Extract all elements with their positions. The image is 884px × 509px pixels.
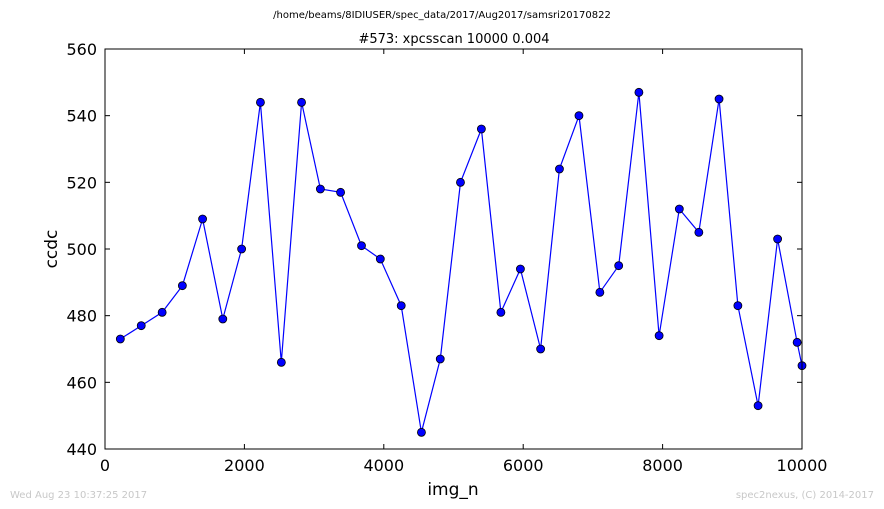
series-group	[115, 87, 807, 437]
data-point	[574, 111, 584, 121]
chart-title: #573: xpcsscan 10000 0.004	[358, 32, 549, 47]
footer-credit: spec2nexus, (C) 2014-2017	[736, 490, 874, 501]
y-axis-label: ccdc	[42, 230, 62, 269]
data-point	[496, 307, 506, 317]
series-line	[119, 92, 803, 433]
x-tick-label: 2000	[224, 456, 265, 475]
x-axis: 0 2000 4000 6000 8000 10000	[100, 49, 828, 475]
data-point	[476, 124, 486, 134]
data-point	[297, 97, 306, 107]
y-tick-label: 520	[66, 173, 97, 192]
y-tick-label: 540	[66, 107, 97, 126]
data-point	[396, 301, 406, 311]
data-point	[694, 227, 704, 237]
y-tick-label: 480	[66, 307, 97, 326]
data-point	[276, 357, 286, 367]
x-tick-label: 4000	[363, 456, 404, 475]
data-point	[654, 331, 664, 341]
data-point	[753, 401, 763, 411]
y-tick-label: 500	[66, 240, 97, 259]
y-tick-label: 560	[66, 40, 97, 59]
x-tick-label: 10000	[777, 456, 828, 475]
x-tick-label: 8000	[642, 456, 683, 475]
y-tick-label: 460	[66, 373, 97, 392]
data-point	[555, 164, 564, 174]
chart-suptitle: /home/beams/8IDIUSER/spec_data/2017/Aug2…	[273, 10, 611, 21]
data-point	[595, 287, 605, 297]
data-point	[157, 307, 167, 317]
data-point	[375, 254, 385, 264]
data-point	[714, 94, 724, 104]
data-point	[417, 427, 426, 437]
data-point	[256, 97, 265, 107]
y-tick-label: 440	[66, 440, 97, 459]
data-point	[773, 234, 783, 244]
data-point	[674, 204, 684, 214]
footer-timestamp: Wed Aug 23 10:37:25 2017	[10, 490, 147, 501]
data-point	[336, 187, 345, 197]
x-axis-label: img_n	[427, 480, 478, 500]
data-point	[634, 87, 644, 97]
data-point	[315, 184, 325, 194]
data-point	[115, 334, 125, 344]
data-point	[237, 244, 247, 254]
data-point	[435, 354, 445, 364]
data-point	[456, 177, 465, 187]
data-point	[536, 344, 546, 354]
y-axis: 440 460 480 500 520 540 560	[66, 40, 802, 459]
x-tick-label: 6000	[503, 456, 544, 475]
x-tick-label: 0	[100, 456, 110, 475]
data-point	[792, 337, 802, 347]
plot-area	[105, 49, 802, 449]
data-point	[614, 261, 624, 271]
data-point	[516, 264, 525, 274]
data-point	[357, 241, 366, 251]
data-point	[136, 321, 146, 331]
data-point	[218, 314, 228, 324]
data-point	[733, 301, 743, 311]
data-point	[177, 281, 187, 291]
data-point	[198, 214, 207, 224]
